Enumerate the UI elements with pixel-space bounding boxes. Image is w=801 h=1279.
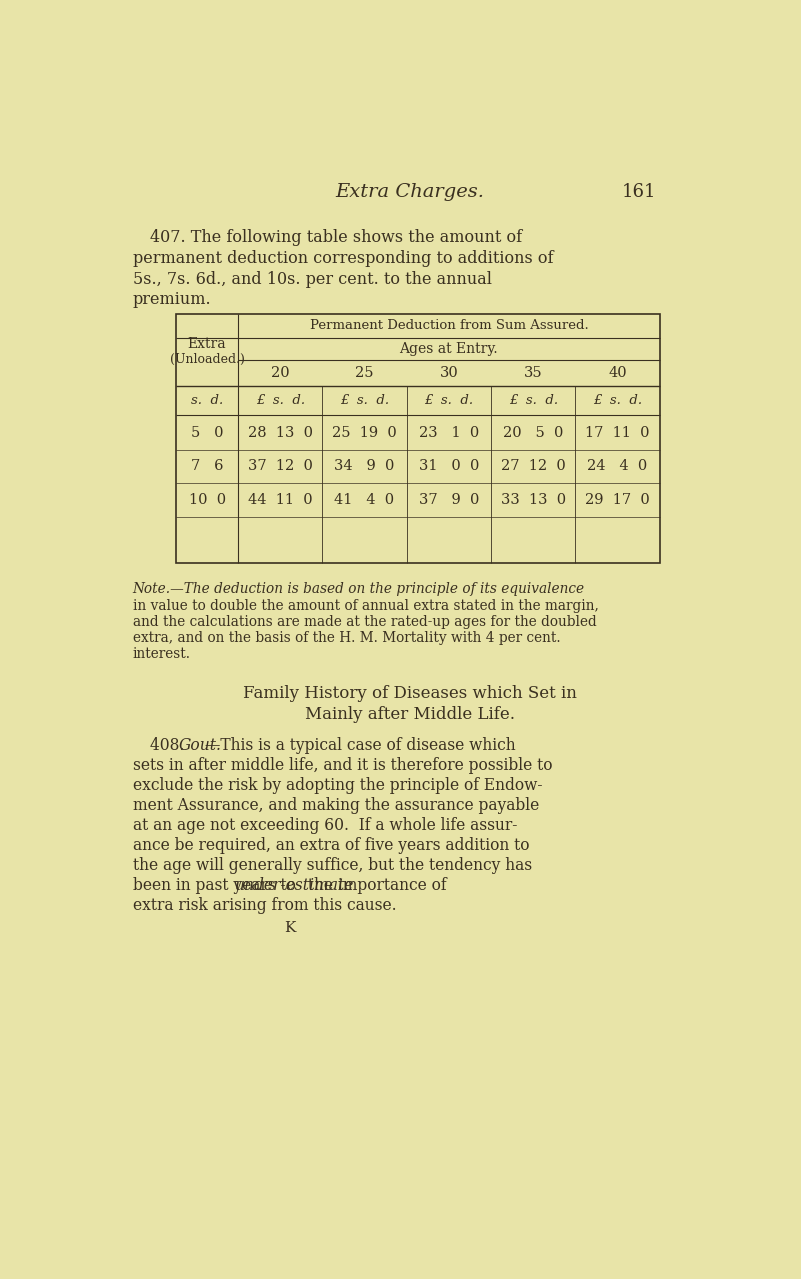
Text: interest.: interest. [133, 647, 191, 661]
Text: 17  11  0: 17 11 0 [586, 426, 650, 440]
Text: Extra: Extra [187, 338, 227, 352]
Text: 41   4  0: 41 4 0 [335, 492, 395, 506]
Text: £  s.  d.: £ s. d. [593, 394, 642, 407]
Text: Mainly after Middle Life.: Mainly after Middle Life. [305, 706, 515, 724]
Text: extra risk arising from this cause.: extra risk arising from this cause. [133, 898, 396, 914]
Text: 35: 35 [524, 366, 542, 380]
Text: 29  17  0: 29 17 0 [586, 492, 650, 506]
Text: 25: 25 [356, 366, 374, 380]
Text: in value to double the amount of annual extra stated in the margin,: in value to double the amount of annual … [133, 599, 598, 613]
Text: 10  0: 10 0 [188, 492, 226, 506]
Text: the importance of: the importance of [303, 877, 447, 894]
Text: Family History of Diseases which Set in: Family History of Diseases which Set in [244, 684, 577, 702]
Text: sets in after middle life, and it is therefore possible to: sets in after middle life, and it is the… [133, 757, 552, 774]
Text: premium.: premium. [133, 292, 211, 308]
Text: exclude the risk by adopting the principle of Endow-: exclude the risk by adopting the princip… [133, 778, 542, 794]
Text: 23   1  0: 23 1 0 [419, 426, 479, 440]
Text: Note.—The deduction is based on the principle of its equivalence: Note.—The deduction is based on the prin… [133, 582, 585, 596]
Text: and the calculations are made at the rated-up ages for the doubled: and the calculations are made at the rat… [133, 615, 597, 629]
Text: s.  d.: s. d. [191, 394, 223, 407]
Text: the age will generally suffice, but the tendency has: the age will generally suffice, but the … [133, 857, 532, 875]
Text: extra, and on the basis of the H. M. Mortality with 4 per cent.: extra, and on the basis of the H. M. Mor… [133, 631, 561, 645]
Text: 30: 30 [440, 366, 458, 380]
Text: 34   9  0: 34 9 0 [334, 459, 395, 473]
Text: £  s.  d.: £ s. d. [340, 394, 389, 407]
Text: (Unloaded.): (Unloaded.) [170, 353, 244, 366]
Text: 31   0  0: 31 0 0 [419, 459, 479, 473]
Text: 20   5  0: 20 5 0 [503, 426, 563, 440]
Text: 5   0: 5 0 [191, 426, 223, 440]
Text: 161: 161 [622, 183, 656, 201]
Text: Extra Charges.: Extra Charges. [336, 183, 485, 201]
Text: 20: 20 [271, 366, 289, 380]
Bar [176, 313, 660, 563]
Text: 27  12  0: 27 12 0 [501, 459, 566, 473]
Text: K: K [284, 921, 296, 935]
Text: —This is a typical case of disease which: —This is a typical case of disease which [205, 737, 515, 755]
Text: 28  13  0: 28 13 0 [248, 426, 312, 440]
Text: £  s.  d.: £ s. d. [509, 394, 557, 407]
Text: been in past years to: been in past years to [133, 877, 300, 894]
Text: 5s., 7s. 6d., and 10s. per cent. to the annual: 5s., 7s. 6d., and 10s. per cent. to the … [133, 271, 492, 288]
Text: Gout.: Gout. [179, 737, 221, 755]
Text: £  s.  d.: £ s. d. [425, 394, 473, 407]
Text: 37  12  0: 37 12 0 [248, 459, 312, 473]
Text: 44  11  0: 44 11 0 [248, 492, 312, 506]
Text: ance be required, an extra of five years addition to: ance be required, an extra of five years… [133, 838, 529, 854]
Text: at an age not exceeding 60.  If a whole life assur-: at an age not exceeding 60. If a whole l… [133, 817, 517, 834]
Text: 37   9  0: 37 9 0 [419, 492, 479, 506]
Text: £  s.  d.: £ s. d. [256, 394, 305, 407]
Text: 407. The following table shows the amount of: 407. The following table shows the amoun… [151, 229, 522, 246]
Text: 24   4  0: 24 4 0 [587, 459, 648, 473]
Text: under-estimate: under-estimate [235, 877, 354, 894]
Text: ment Assurance, and making the assurance payable: ment Assurance, and making the assurance… [133, 797, 539, 815]
Text: 40: 40 [608, 366, 627, 380]
Text: 33  13  0: 33 13 0 [501, 492, 566, 506]
Text: Permanent Deduction from Sum Assured.: Permanent Deduction from Sum Assured. [309, 320, 588, 333]
Text: permanent deduction corresponding to additions of: permanent deduction corresponding to add… [133, 249, 553, 267]
Text: 7   6: 7 6 [191, 459, 223, 473]
Text: Ages at Entry.: Ages at Entry. [400, 341, 498, 356]
Text: 25  19  0: 25 19 0 [332, 426, 397, 440]
Text: 408.: 408. [151, 737, 190, 755]
